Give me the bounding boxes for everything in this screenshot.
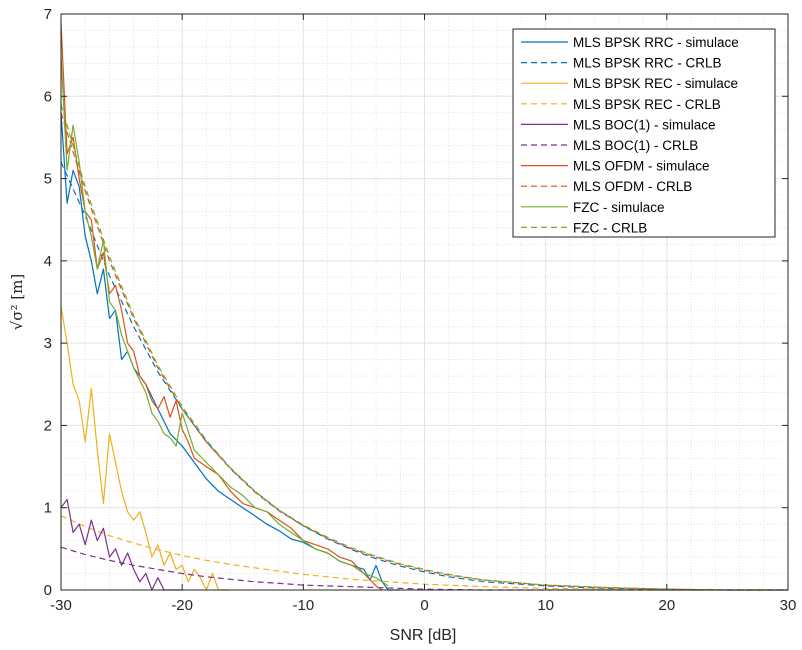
- legend-label-3: MLS BPSK REC - simulace: [573, 76, 738, 91]
- legend: MLS BPSK RRC - simulace MLS BPSK RRC - CR…: [512, 28, 776, 238]
- legend-label-7: MLS OFDM - simulace: [573, 159, 710, 174]
- series-line-9: [60, 55, 389, 587]
- legend-label-6: MLS BOC(1) - CRLB: [573, 138, 698, 153]
- y-tick-label: 3: [44, 335, 52, 352]
- series-layer: [60, 22, 788, 591]
- x-tick-label: 10: [537, 597, 554, 614]
- tick-labels: -30 -20 -10 0 10 20 30 0 1 2 3 4 5 6 7: [44, 6, 797, 614]
- series-line-7: [60, 22, 383, 591]
- series-line-6: [60, 546, 788, 591]
- x-tick-label: -20: [171, 597, 193, 614]
- grid: [60, 13, 789, 591]
- y-tick-label: 4: [44, 253, 52, 270]
- legend-label-4: MLS BPSK REC - CRLB: [573, 97, 721, 112]
- y-tick-label: 7: [44, 6, 52, 23]
- y-axis-label: √σ² [m]: [8, 274, 26, 331]
- y-tick-label: 5: [44, 171, 52, 188]
- series-line-3: [60, 306, 231, 591]
- legend-label-9: FZC - simulace: [573, 200, 665, 215]
- y-tick-label: 2: [44, 417, 52, 434]
- series-line-2: [60, 161, 788, 591]
- series-line-5: [60, 498, 183, 591]
- y-tick-label: 0: [44, 582, 52, 599]
- legend-label-8: MLS OFDM - CRLB: [573, 179, 692, 194]
- x-tick-label: -30: [50, 597, 72, 614]
- axes: [60, 13, 789, 591]
- y-tick-label: 6: [44, 88, 52, 105]
- x-tick-label: 30: [780, 597, 797, 614]
- legend-label-1: MLS BPSK RRC - simulace: [573, 35, 739, 50]
- x-tick-label: 20: [658, 597, 675, 614]
- legend-label-2: MLS BPSK RRC - CRLB: [573, 56, 722, 71]
- x-axis-label: SNR [dB]: [390, 627, 457, 644]
- y-tick-label: 1: [44, 500, 52, 517]
- legend-label-5: MLS BOC(1) - simulace: [573, 117, 716, 132]
- series-line-4: [60, 515, 788, 591]
- series-line-8: [60, 112, 788, 591]
- x-tick-label: -10: [292, 597, 314, 614]
- legend-box: [512, 28, 776, 238]
- legend-label-10: FZC - CRLB: [573, 220, 647, 235]
- series-line-10: [60, 104, 788, 591]
- x-tick-label: 0: [420, 597, 428, 614]
